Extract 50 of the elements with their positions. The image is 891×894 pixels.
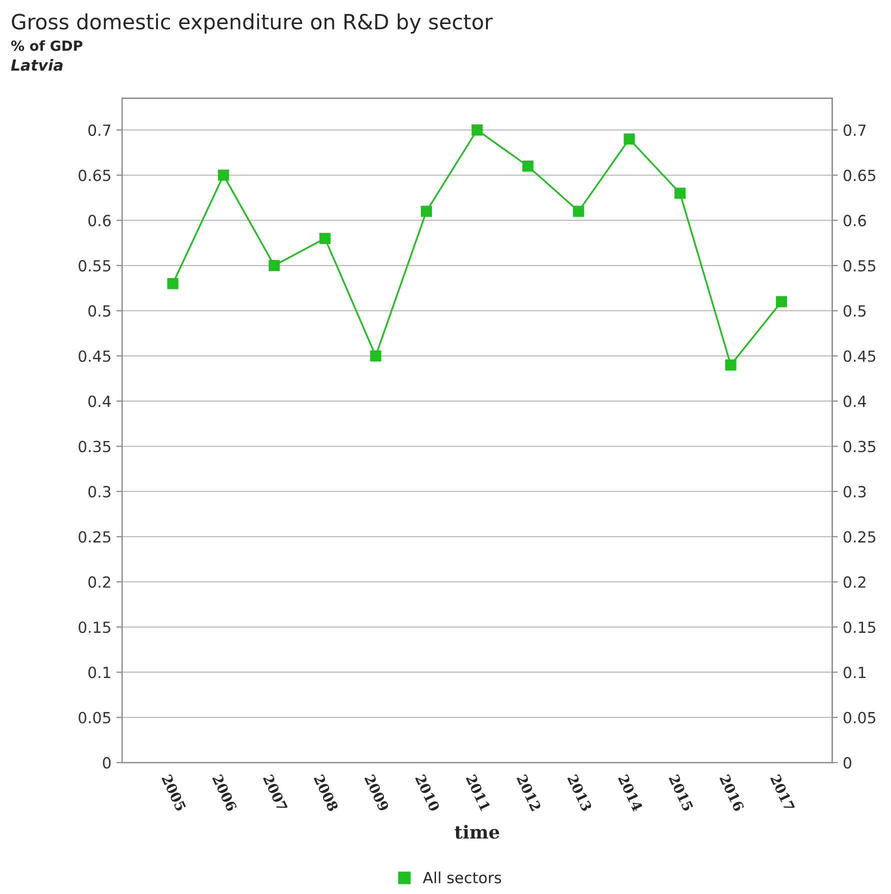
y-tick-label: 0.7 (88, 124, 110, 136)
y-tick-label: 0.2 (88, 576, 110, 588)
y2-tick-label: 0.05 (844, 712, 876, 724)
x-tick-label: 2009 (364, 774, 390, 812)
x-axis-title: time (454, 824, 500, 839)
y-tick-label: 0.05 (78, 712, 110, 724)
y2-tick-label: 0.7 (844, 124, 866, 136)
point (776, 296, 788, 308)
point (725, 359, 736, 370)
y2-tick-label: 0.1 (844, 666, 866, 678)
y2-tick-label: 0.25 (844, 531, 876, 543)
point (167, 278, 178, 290)
y-tick-label: 0.6 (88, 214, 111, 226)
y2-tick-label: 0.4 (844, 396, 866, 408)
y-tick-label: 0.25 (78, 531, 110, 543)
y2-tick-label: 0.3 (844, 486, 866, 498)
y-tick-label: 0.1 (88, 666, 110, 678)
point (472, 124, 483, 136)
y2-tick-label: 0.5 (844, 305, 866, 317)
y-tick-label: 0 (102, 757, 111, 769)
y-tick-label: 0.35 (78, 440, 110, 452)
y2-tick-label: 0.35 (844, 440, 876, 452)
x-tick-label: 2013 (567, 774, 592, 812)
y-tick-label: 0.55 (78, 260, 110, 272)
point (218, 170, 230, 181)
y-tick-label: 0.3 (88, 486, 110, 498)
y-tick-label: 0.15 (78, 621, 110, 634)
y2-tick-label: 0 (844, 757, 852, 769)
chart-title: Gross domestic expenditure on R&D by sector (12, 13, 493, 34)
y-tick-label: 0.4 (88, 396, 111, 408)
y2-tick-label: 0.2 (844, 576, 866, 588)
y2-tick-label: 0.55 (844, 260, 876, 272)
y2-tick-label: 0.6 (844, 214, 866, 226)
point (370, 350, 382, 362)
point (573, 206, 584, 217)
y-tick-label: 0.65 (78, 170, 110, 182)
point (522, 160, 534, 172)
point (420, 206, 432, 217)
text: Latvia (11, 59, 63, 71)
y2-tick-label: 0.15 (844, 621, 876, 634)
y2-tick-label: 0.65 (844, 170, 876, 182)
legend-label: All sectors (422, 872, 502, 884)
y-tick-label: 0.45 (78, 350, 110, 362)
point (319, 232, 331, 244)
y-tick-label: 0.5 (88, 305, 110, 317)
y2-tick-label: 0.45 (844, 350, 876, 362)
chart-subtitle: % of GDP (11, 40, 82, 51)
point (624, 133, 635, 145)
point (674, 188, 686, 199)
point (268, 260, 280, 272)
